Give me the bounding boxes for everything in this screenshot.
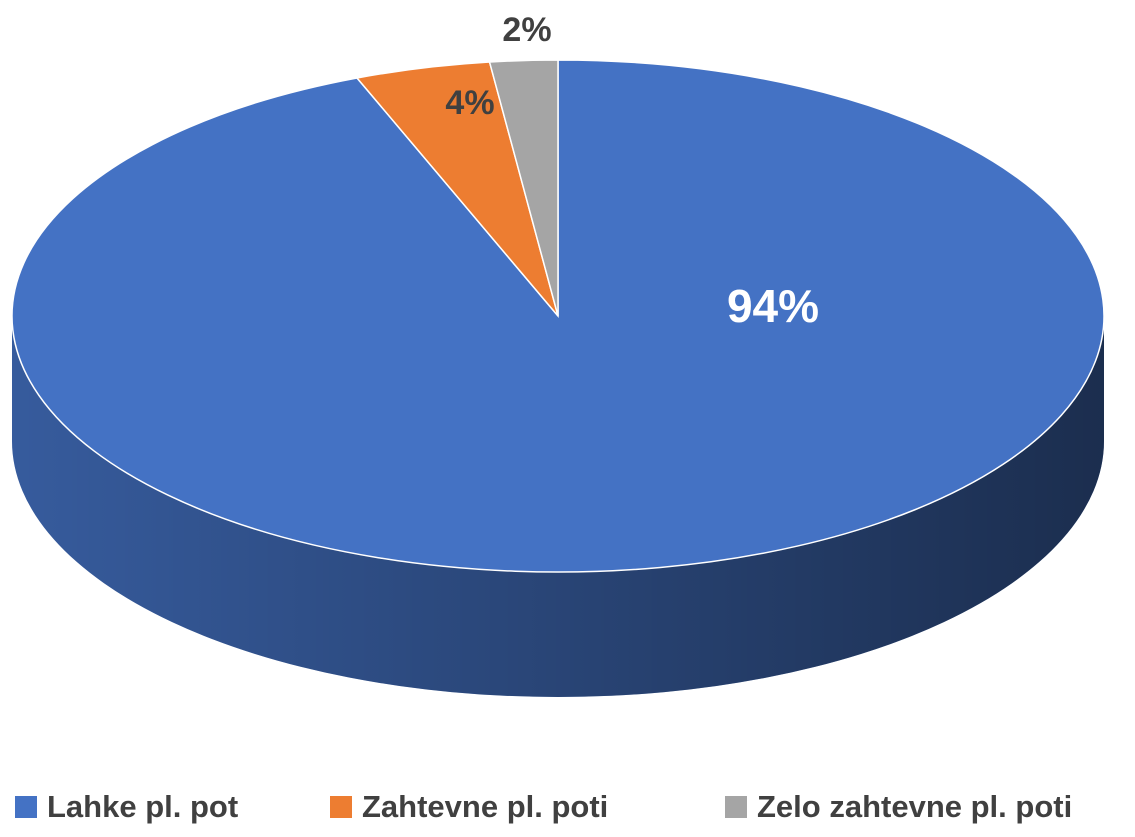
data-label: 94% xyxy=(727,280,819,332)
slice xyxy=(488,59,559,317)
slice-side-shade xyxy=(12,316,1104,697)
legend-swatch xyxy=(330,796,352,818)
legend-label: Zahtevne pl. poti xyxy=(362,789,608,824)
legend-swatch xyxy=(15,796,37,818)
legend-swatch xyxy=(725,796,747,818)
legend-label: Zelo zahtevne pl. poti xyxy=(757,789,1072,824)
legend-label: Lahke pl. pot xyxy=(47,789,238,824)
data-label: 4% xyxy=(445,84,494,122)
data-label: 2% xyxy=(502,11,551,49)
